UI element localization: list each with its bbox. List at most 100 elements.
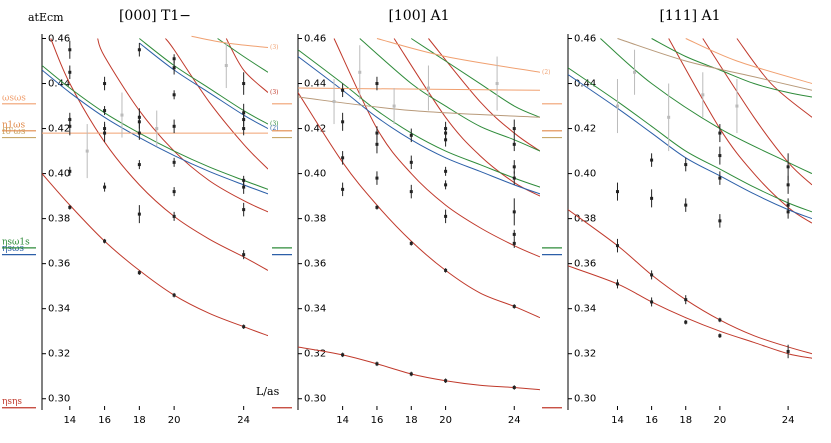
point bbox=[633, 70, 637, 74]
curve bbox=[298, 49, 540, 188]
point bbox=[392, 104, 396, 108]
point bbox=[444, 214, 448, 218]
y-tick-label: 0.30 bbox=[48, 394, 70, 405]
x-tick-label: 24 bbox=[508, 415, 521, 426]
point bbox=[615, 244, 619, 248]
y-tick-label: 0.34 bbox=[304, 304, 326, 315]
point bbox=[375, 142, 379, 146]
curve bbox=[42, 69, 268, 195]
threshold-label: ηsω1s bbox=[2, 237, 30, 247]
point bbox=[341, 353, 345, 357]
x-tick-label: 16 bbox=[371, 415, 384, 426]
curve bbox=[42, 65, 268, 190]
point bbox=[242, 82, 246, 86]
point bbox=[137, 48, 141, 52]
curve bbox=[702, 38, 812, 186]
point bbox=[375, 176, 379, 180]
curves bbox=[568, 38, 812, 359]
point bbox=[667, 115, 671, 119]
point bbox=[615, 190, 619, 194]
point bbox=[615, 282, 619, 286]
point bbox=[409, 160, 413, 164]
panel-title: [111] A1 bbox=[659, 8, 720, 24]
point bbox=[375, 205, 379, 209]
point bbox=[172, 124, 176, 128]
point bbox=[375, 362, 379, 366]
curve bbox=[217, 38, 268, 73]
point bbox=[375, 82, 379, 86]
point bbox=[718, 334, 722, 338]
curve bbox=[568, 209, 812, 355]
point bbox=[512, 165, 516, 169]
point bbox=[512, 241, 516, 245]
point bbox=[786, 349, 790, 353]
curve bbox=[359, 38, 540, 152]
y-tick-label: 0.44 bbox=[304, 79, 326, 90]
point bbox=[68, 118, 72, 122]
curve bbox=[736, 38, 812, 118]
point bbox=[718, 131, 722, 135]
curves bbox=[298, 38, 540, 391]
x-tick-label: 18 bbox=[133, 415, 146, 426]
y-tick-label: 0.44 bbox=[574, 79, 596, 90]
x-tick-label: 18 bbox=[679, 415, 692, 426]
y-tick-label: 0.32 bbox=[574, 349, 596, 360]
point bbox=[341, 156, 345, 160]
curve-label: (2) bbox=[542, 69, 551, 76]
point bbox=[444, 127, 448, 131]
point bbox=[68, 205, 72, 209]
point bbox=[684, 163, 688, 167]
point bbox=[172, 293, 176, 297]
y-tick-label: 0.40 bbox=[48, 169, 70, 180]
point bbox=[426, 86, 430, 90]
curve bbox=[298, 96, 540, 118]
threshold-label: ωsωs bbox=[2, 93, 26, 103]
point bbox=[68, 70, 72, 74]
threshold-label: f0'ωs bbox=[2, 127, 26, 137]
point bbox=[615, 104, 619, 108]
point bbox=[341, 88, 345, 92]
curve bbox=[393, 38, 540, 197]
threshold-label: η1ωs bbox=[2, 120, 25, 130]
curves bbox=[42, 35, 268, 337]
point bbox=[103, 239, 107, 243]
curve bbox=[685, 38, 812, 85]
y-tick-label: 0.32 bbox=[304, 349, 326, 360]
point bbox=[512, 304, 516, 308]
point bbox=[242, 325, 246, 329]
y-tick-label: 0.32 bbox=[48, 349, 70, 360]
point bbox=[718, 154, 722, 158]
panel-title: [100] A1 bbox=[388, 8, 449, 24]
point bbox=[172, 93, 176, 97]
point bbox=[242, 185, 246, 189]
point bbox=[155, 127, 159, 131]
x-tick-label: 18 bbox=[405, 415, 418, 426]
point bbox=[512, 385, 516, 389]
point bbox=[650, 196, 654, 200]
x-tick-label: 20 bbox=[439, 415, 452, 426]
point bbox=[444, 169, 448, 173]
y-tick-label: 0.42 bbox=[574, 124, 596, 135]
point bbox=[68, 169, 72, 173]
point bbox=[718, 318, 722, 322]
x-tick-label: 20 bbox=[168, 415, 181, 426]
y-tick-label: 0.36 bbox=[48, 259, 70, 270]
point bbox=[358, 70, 362, 74]
curve bbox=[668, 38, 812, 224]
curve bbox=[568, 67, 812, 213]
curve bbox=[139, 38, 268, 125]
curve bbox=[225, 38, 268, 93]
x-tick-label: 24 bbox=[237, 415, 250, 426]
curve bbox=[568, 265, 812, 359]
point bbox=[375, 131, 379, 135]
x-tick-label: 20 bbox=[713, 415, 726, 426]
curve-label: (3) bbox=[270, 121, 279, 128]
y-tick-label: 0.30 bbox=[574, 394, 596, 405]
point bbox=[242, 253, 246, 257]
y-tick-label: 0.38 bbox=[48, 214, 70, 225]
point bbox=[684, 203, 688, 207]
curve bbox=[651, 38, 812, 98]
point bbox=[512, 210, 516, 214]
curve bbox=[298, 87, 540, 91]
